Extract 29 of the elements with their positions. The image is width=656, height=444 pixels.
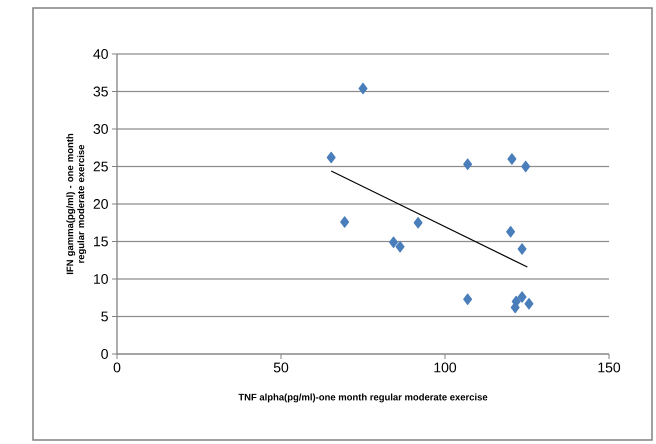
- point: [507, 153, 516, 165]
- point: [396, 240, 405, 253]
- x-tick-label: 0: [114, 362, 120, 372]
- y-tick-label: 0: [101, 349, 108, 359]
- point: [414, 216, 423, 229]
- point: [389, 236, 398, 248]
- y-tick-label: 5: [101, 312, 108, 322]
- x-tick-label: 150: [598, 362, 620, 372]
- y-tick-label: 40: [93, 49, 108, 59]
- point: [518, 243, 527, 255]
- point: [326, 152, 336, 164]
- point: [506, 226, 516, 238]
- y-axis-title: IFN gamma(pg/ml) - one month regular moderate exercise: [66, 134, 86, 274]
- y-tick-label: 35: [93, 86, 108, 96]
- y-tick-label: 20: [94, 199, 108, 209]
- point: [358, 82, 368, 94]
- point: [524, 298, 534, 310]
- point: [463, 158, 472, 170]
- y-tick-label: 10: [94, 274, 108, 284]
- point: [340, 216, 350, 228]
- point: [521, 160, 530, 172]
- point: [518, 291, 527, 303]
- x-tick-label: 100: [434, 362, 456, 372]
- y-tick-label: 25: [94, 162, 108, 172]
- x-tick-label: 50: [274, 362, 288, 372]
- x-axis-title: TNF alpha(pg/ml)-one month regular moderate exercise: [238, 394, 488, 402]
- y-tick-label: 30: [93, 124, 108, 134]
- y-tick-label: 15: [94, 236, 108, 246]
- point: [463, 293, 472, 306]
